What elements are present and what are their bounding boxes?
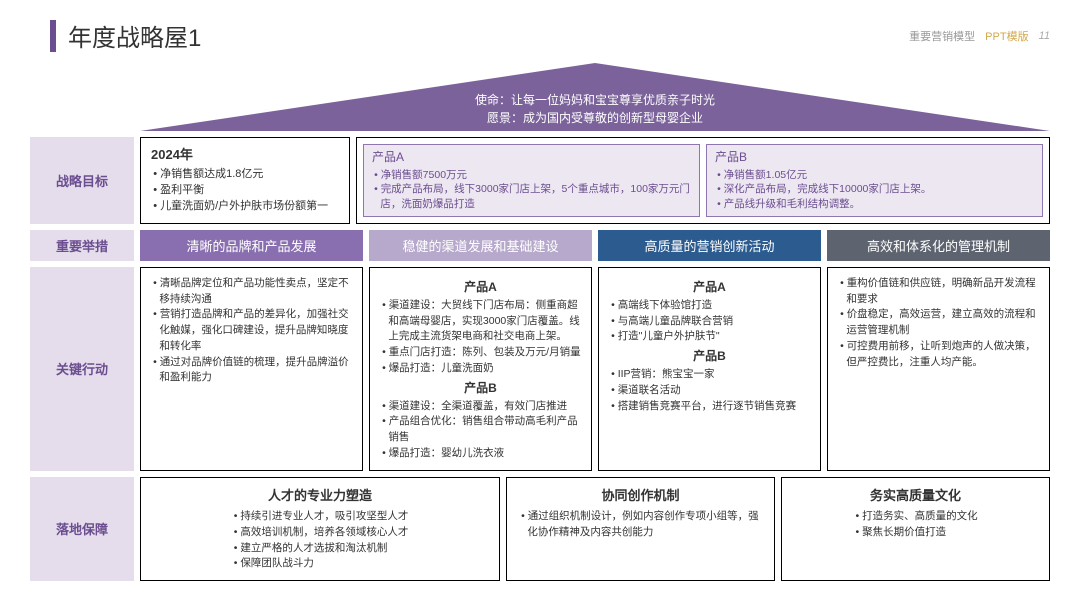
- list-item: 可控费用前移，让听到炮声的人做决策，但严控费比，注重人均产能。: [844, 339, 1039, 371]
- goal-year-list: 净销售额达成1.8亿元盈利平衡儿童洗面奶/户外护肤市场份额第一: [151, 165, 339, 213]
- list-item: 深化产品布局，完成线下10000家门店上架。: [721, 182, 1034, 197]
- list-item: 渠道联名活动: [615, 383, 810, 399]
- list-item: 净销售额达成1.8亿元: [158, 165, 339, 181]
- row-guarantees: 落地保障 人才的专业力塑造持续引进专业人才，吸引攻坚型人才高效培训机制，培养各领…: [30, 477, 1050, 582]
- vision-text: 愿景：成为国内受尊敬的创新型母婴企业: [140, 109, 1050, 127]
- strategy-roof: 使命：让每一位妈妈和宝宝尊享优质亲子时光 愿景：成为国内受尊敬的创新型母婴企业: [140, 63, 1050, 131]
- goal-prod-b-title: 产品B: [715, 149, 1034, 166]
- initiative-banner: 稳健的渠道发展和基础建设: [369, 230, 592, 261]
- guarantee-list: 持续引进专业人才，吸引攻坚型人才高效培训机制，培养各领域核心人才建立严格的人才选…: [232, 509, 409, 572]
- initiative-banner: 高效和体系化的管理机制: [827, 230, 1050, 261]
- action-c3-b-title: 产品B: [609, 347, 810, 365]
- goal-prod-a-title: 产品A: [372, 149, 691, 166]
- list-item: 净销售额1.05亿元: [721, 168, 1034, 183]
- list-item: 建立严格的人才选拔和淘汰机制: [238, 541, 408, 557]
- list-item: 高端线下体验馆打造: [615, 298, 810, 314]
- initiative-banner: 高质量的营销创新活动: [598, 230, 821, 261]
- list-item: 与高端儿童品牌联合营销: [615, 314, 810, 330]
- row-label-goal: 战略目标: [30, 137, 134, 224]
- list-item: 保障团队战斗力: [238, 556, 408, 572]
- action-c2-b-title: 产品B: [380, 379, 581, 397]
- list-item: 聚焦长期价值打造: [860, 525, 978, 541]
- guarantee-list: 通过组织机制设计，例如内容创作专项小组等，强化协作精神及内容共创能力: [519, 509, 762, 541]
- guarantee-title: 协同创作机制: [519, 486, 762, 506]
- mission-text: 使命：让每一位妈妈和宝宝尊享优质亲子时光: [140, 91, 1050, 109]
- roof-text: 使命：让每一位妈妈和宝宝尊享优质亲子时光 愿景：成为国内受尊敬的创新型母婴企业: [140, 91, 1050, 127]
- initiative-banner: 清晰的品牌和产品发展: [140, 230, 363, 261]
- goal-prod-b-list: 净销售额1.05亿元深化产品布局，完成线下10000家门店上架。产品线升级和毛利…: [715, 168, 1034, 212]
- action-c3-a-list: 高端线下体验馆打造与高端儿童品牌联合营销打造"儿童户外护肤节": [609, 298, 810, 345]
- list-item: 儿童洗面奶/户外护肤市场份额第一: [158, 197, 339, 213]
- list-item: 爆品打造：婴幼儿洗衣液: [386, 446, 581, 462]
- guarantee-list: 打造务实、高质量的文化聚焦长期价值打造: [853, 509, 977, 541]
- goal-product-b: 产品B 净销售额1.05亿元深化产品布局，完成线下10000家门店上架。产品线升…: [706, 144, 1043, 217]
- goal-year: 2024年: [151, 144, 339, 163]
- row-label-action: 关键行动: [30, 267, 134, 471]
- action-col-4-list: 重构价值链和供应链，明确新品开发流程和要求价盘稳定，高效运营，建立高效的流程和运…: [838, 276, 1039, 371]
- list-item: 高效培训机制，培养各领域核心人才: [238, 525, 408, 541]
- guarantee-box: 人才的专业力塑造持续引进专业人才，吸引攻坚型人才高效培训机制，培养各领域核心人才…: [140, 477, 500, 582]
- action-content: 清晰品牌定位和产品功能性卖点，坚定不移持续沟通营销打造品牌和产品的差异化，加强社…: [140, 267, 1050, 471]
- list-item: 净销售额7500万元: [378, 168, 691, 183]
- guarantee-content: 人才的专业力塑造持续引进专业人才，吸引攻坚型人才高效培训机制，培养各领域核心人才…: [140, 477, 1050, 582]
- list-item: 通过组织机制设计，例如内容创作专项小组等，强化协作精神及内容共创能力: [525, 509, 762, 541]
- action-c2-b-list: 渠道建设：全渠道覆盖，有效门店推进产品组合优化：销售组合带动高毛利产品销售爆品打…: [380, 399, 581, 462]
- initiative-banners: 清晰的品牌和产品发展稳健的渠道发展和基础建设高质量的营销创新活动高效和体系化的管…: [140, 230, 1050, 261]
- header-right-template: PPT模版: [985, 28, 1028, 44]
- action-c3-a-title: 产品A: [609, 278, 810, 296]
- list-item: 营销打造品牌和产品的差异化，加强社交化触媒，强化口碑建设，提升品牌知晓度和转化率: [157, 307, 352, 354]
- guarantee-title: 务实高质量文化: [794, 486, 1037, 506]
- action-c2-a-title: 产品A: [380, 278, 581, 296]
- page-number: 11: [1039, 30, 1050, 42]
- title-accent-bar: [50, 20, 56, 52]
- list-item: 盈利平衡: [158, 181, 339, 197]
- action-col-3: 产品A 高端线下体验馆打造与高端儿童品牌联合营销打造"儿童户外护肤节" 产品B …: [598, 267, 821, 471]
- row-label-initiative: 重要举措: [30, 230, 134, 261]
- list-item: 通过对品牌价值链的梳理，提升品牌溢价和盈利能力: [157, 355, 352, 387]
- list-item: 爆品打造：儿童洗面奶: [386, 361, 581, 377]
- guarantee-box: 协同创作机制通过组织机制设计，例如内容创作专项小组等，强化协作精神及内容共创能力: [506, 477, 775, 582]
- action-c2-a-list: 渠道建设：大贸线下门店布局：侧重商超和高端母婴店，实现3000家门店覆盖。线上完…: [380, 298, 581, 377]
- list-item: 渠道建设：大贸线下门店布局：侧重商超和高端母婴店，实现3000家门店覆盖。线上完…: [386, 298, 581, 345]
- list-item: 产品线升级和毛利结构调整。: [721, 197, 1034, 212]
- page-title: 年度战略屋1: [68, 18, 201, 53]
- list-item: 完成产品布局，线下3000家门店上架，5个重点城市，100家万元门店，洗面奶爆品…: [378, 182, 691, 211]
- guarantee-box: 务实高质量文化打造务实、高质量的文化聚焦长期价值打造: [781, 477, 1050, 582]
- header-right: 重要营销模型 PPT模版 11: [909, 28, 1050, 44]
- goal-year-box: 2024年 净销售额达成1.8亿元盈利平衡儿童洗面奶/户外护肤市场份额第一: [140, 137, 350, 224]
- title-wrap: 年度战略屋1: [50, 18, 201, 53]
- action-col-1: 清晰品牌定位和产品功能性卖点，坚定不移持续沟通营销打造品牌和产品的差异化，加强社…: [140, 267, 363, 471]
- list-item: 搭建销售竞赛平台，进行逐节销售竞赛: [615, 399, 810, 415]
- list-item: 渠道建设：全渠道覆盖，有效门店推进: [386, 399, 581, 415]
- goal-prod-a-list: 净销售额7500万元完成产品布局，线下3000家门店上架，5个重点城市，100家…: [372, 168, 691, 212]
- action-c3-b-list: IIP营销：熊宝宝一家渠道联名活动搭建销售竞赛平台，进行逐节销售竞赛: [609, 367, 810, 414]
- guarantee-title: 人才的专业力塑造: [153, 486, 487, 506]
- goal-product-a: 产品A 净销售额7500万元完成产品布局，线下3000家门店上架，5个重点城市，…: [363, 144, 700, 217]
- list-item: 打造务实、高质量的文化: [860, 509, 978, 525]
- list-item: 产品组合优化：销售组合带动高毛利产品销售: [386, 414, 581, 446]
- list-item: 重构价值链和供应链，明确新品开发流程和要求: [844, 276, 1039, 308]
- action-col-1-list: 清晰品牌定位和产品功能性卖点，坚定不移持续沟通营销打造品牌和产品的差异化，加强社…: [151, 276, 352, 386]
- row-strategic-goal: 战略目标 2024年 净销售额达成1.8亿元盈利平衡儿童洗面奶/户外护肤市场份额…: [30, 137, 1050, 224]
- row-initiatives: 重要举措 清晰的品牌和产品发展稳健的渠道发展和基础建设高质量的营销创新活动高效和…: [30, 230, 1050, 261]
- list-item: 清晰品牌定位和产品功能性卖点，坚定不移持续沟通: [157, 276, 352, 308]
- list-item: IIP营销：熊宝宝一家: [615, 367, 810, 383]
- goal-content: 2024年 净销售额达成1.8亿元盈利平衡儿童洗面奶/户外护肤市场份额第一 产品…: [140, 137, 1050, 224]
- list-item: 重点门店打造：陈列、包装及万元/月销量: [386, 345, 581, 361]
- list-item: 价盘稳定，高效运营，建立高效的流程和运营管理机制: [844, 307, 1039, 339]
- header-right-label: 重要营销模型: [909, 28, 975, 44]
- list-item: 打造"儿童户外护肤节": [615, 329, 810, 345]
- main-grid: 战略目标 2024年 净销售额达成1.8亿元盈利平衡儿童洗面奶/户外护肤市场份额…: [30, 137, 1050, 581]
- action-col-2: 产品A 渠道建设：大贸线下门店布局：侧重商超和高端母婴店，实现3000家门店覆盖…: [369, 267, 592, 471]
- goal-products-box: 产品A 净销售额7500万元完成产品布局，线下3000家门店上架，5个重点城市，…: [356, 137, 1050, 224]
- row-key-actions: 关键行动 清晰品牌定位和产品功能性卖点，坚定不移持续沟通营销打造品牌和产品的差异…: [30, 267, 1050, 471]
- row-label-guarantee: 落地保障: [30, 477, 134, 582]
- action-col-4: 重构价值链和供应链，明确新品开发流程和要求价盘稳定，高效运营，建立高效的流程和运…: [827, 267, 1050, 471]
- header: 年度战略屋1 重要营销模型 PPT模版 11: [0, 0, 1080, 53]
- list-item: 持续引进专业人才，吸引攻坚型人才: [238, 509, 408, 525]
